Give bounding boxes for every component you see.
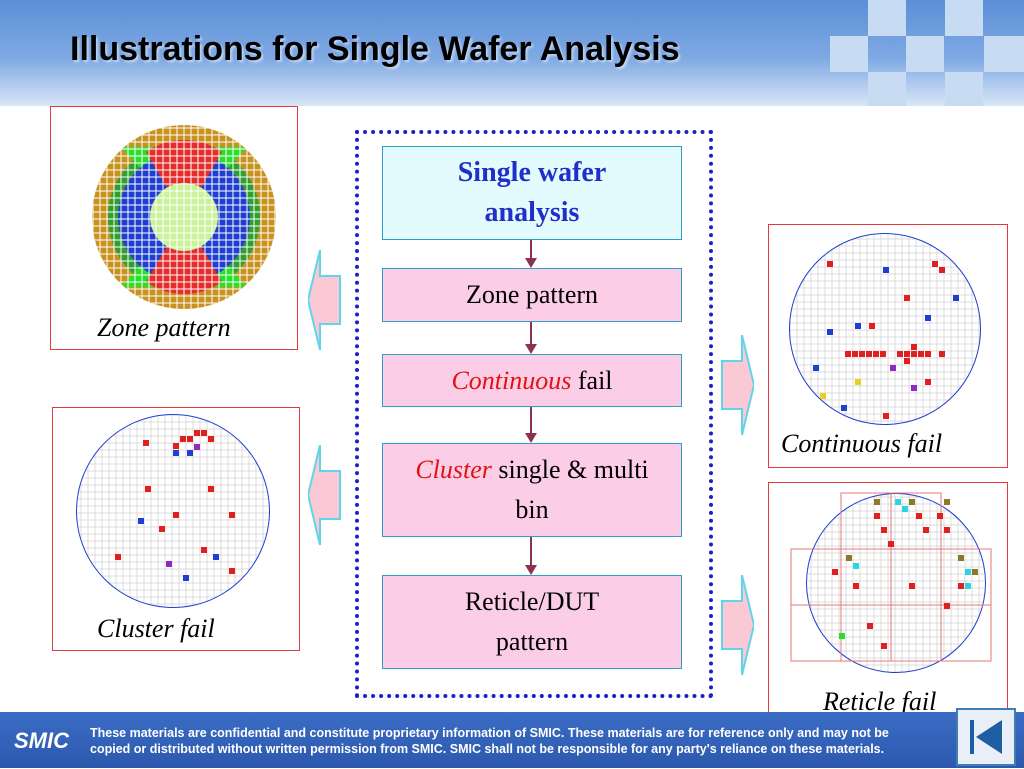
cluster-box: Cluster single & multi bin: [382, 443, 682, 537]
cluster-wafer-map-icon: [76, 414, 270, 608]
cluster-label: Cluster: [415, 455, 492, 484]
flow-arrow-icon: [525, 407, 537, 443]
single-wafer-analysis-box: Single wafer analysis: [382, 146, 682, 240]
footer-band: [0, 712, 1024, 768]
flow-arrow-icon: [525, 537, 537, 575]
block-arrow-left-icon: [308, 445, 341, 545]
continuous-fail-figure: Continuous fail: [768, 224, 1008, 468]
flow-arrow-icon: [525, 322, 537, 354]
header-decor-square: [906, 36, 944, 72]
reticle-fail-caption: Reticle fail: [823, 687, 937, 716]
reticle-dut-box: Reticle/DUT pattern: [382, 575, 682, 669]
zone-pattern-figure: Zone pattern: [50, 106, 298, 350]
header-decor-square: [868, 0, 906, 36]
reticle-dut-label: Reticle/DUT pattern: [464, 587, 600, 656]
continuous-fail-box: Continuous fail: [382, 354, 682, 407]
reticle-fail-figure: Reticle fail: [768, 482, 1008, 726]
zone-pattern-box: Zone pattern: [382, 268, 682, 322]
flow-frame: [355, 130, 713, 698]
page-title: Illustrations for Single Wafer Analysis: [70, 30, 680, 68]
continuous-fail-caption: Continuous fail: [781, 429, 943, 458]
disclaimer-line-1: These materials are confidential and con…: [90, 726, 889, 740]
smic-logo: SMIC: [14, 728, 69, 753]
cluster-fail-figure: Cluster fail: [52, 407, 300, 651]
zone-wafer-map-icon: [92, 125, 276, 309]
single-wafer-analysis-label: Single wafer analysis: [457, 157, 607, 228]
header-decor-square: [830, 36, 868, 72]
single-multi-bin-label: single & multi bin: [491, 455, 649, 524]
continuous-wafer-map-icon: [789, 233, 981, 425]
cluster-fail-caption: Cluster fail: [97, 614, 215, 643]
first-slide-icon: [970, 720, 1002, 754]
first-slide-button[interactable]: [956, 708, 1016, 766]
block-arrow-right-icon: [721, 335, 754, 435]
block-arrow-left-icon: [308, 250, 341, 350]
continuous-label: Continuous: [451, 365, 572, 395]
disclaimer-text: These materials are confidential and con…: [90, 725, 960, 757]
fail-label: fail: [571, 365, 613, 395]
reticle-wafer-map-icon: [790, 492, 992, 673]
header-decor-square: [945, 0, 983, 36]
block-arrow-right-icon: [721, 575, 754, 675]
flow-arrow-icon: [525, 240, 537, 268]
disclaimer-line-2: copied or distributed without written pe…: [90, 742, 885, 756]
zone-pattern-label: Zone pattern: [465, 280, 599, 309]
zone-pattern-caption: Zone pattern: [97, 313, 231, 342]
header-decor-square: [945, 72, 983, 106]
header-decor-square: [868, 72, 906, 106]
header-decor-square: [984, 36, 1024, 72]
